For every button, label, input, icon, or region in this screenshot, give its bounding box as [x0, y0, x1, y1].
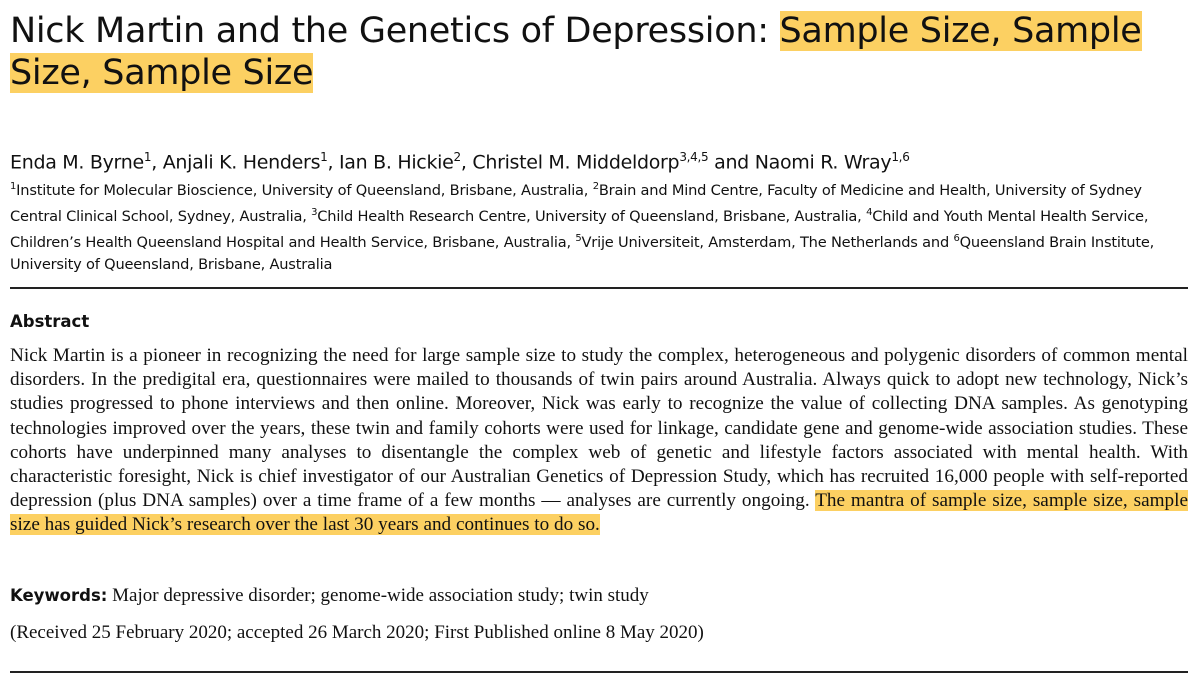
- affiliation-text: Vrije Universiteit, Amsterdam, The Nethe…: [581, 233, 954, 251]
- keywords-text: Major depressive disorder; genome-wide a…: [107, 585, 649, 606]
- author-list: Enda M. Byrne1, Anjali K. Henders1, Ian …: [10, 144, 910, 175]
- affiliation-text: Child and Youth Mental Health Service, C…: [10, 207, 1149, 251]
- keywords: Keywords: Major depressive disorder; gen…: [10, 585, 649, 607]
- author-name: Anjali K. Henders: [162, 151, 321, 174]
- affiliations: 1Institute for Molecular Bioscience, Uni…: [10, 176, 1195, 276]
- author-affiliation-mark: 1,6: [891, 150, 910, 164]
- affiliation-text: Queensland Brain Institute, University o…: [10, 233, 1155, 273]
- author-name: Naomi R. Wray: [754, 151, 892, 174]
- affiliation-number: 2: [592, 181, 599, 192]
- author-name: Ian B. Hickie: [339, 151, 454, 174]
- affiliation-number: 6: [953, 232, 960, 244]
- author-name: Christel M. Middeldorp: [472, 151, 680, 174]
- affiliation-number: 1: [10, 181, 17, 192]
- author-affiliation-mark: 1: [143, 150, 152, 164]
- top-divider: [10, 287, 1188, 289]
- author-affiliation-mark: 2: [453, 150, 462, 164]
- affiliation-text: Institute for Molecular Bioscience, Univ…: [16, 181, 593, 199]
- affiliation-number: 3: [311, 206, 318, 218]
- abstract-text: Nick Martin is a pioneer in recognizing …: [10, 345, 1188, 512]
- author-separator: ,: [327, 151, 339, 174]
- keywords-label: Keywords:: [10, 586, 108, 605]
- affiliation-text: Brain and Mind Centre, Faculty of Medici…: [10, 181, 1142, 225]
- author-separator: and: [708, 151, 755, 174]
- author-affiliation-mark: 3,4,5: [679, 150, 709, 164]
- author-separator: ,: [460, 151, 473, 174]
- article-title: Nick Martin and the Genetics of Depressi…: [10, 10, 1195, 94]
- affiliation-text: Child Health Research Centre, University…: [317, 207, 867, 225]
- author-name: Enda M. Byrne: [10, 151, 144, 174]
- abstract-body: Nick Martin is a pioneer in recognizing …: [10, 344, 1189, 538]
- abstract-heading: Abstract: [10, 312, 90, 331]
- received-dates: (Received 25 February 2020; accepted 26 …: [10, 622, 704, 643]
- bottom-divider: [10, 671, 1188, 673]
- author-separator: ,: [151, 151, 163, 174]
- title-plain: Nick Martin and the Genetics of Depressi…: [10, 11, 780, 51]
- affiliation-number: 4: [866, 206, 873, 218]
- affiliation-number: 5: [575, 232, 582, 244]
- author-affiliation-mark: 1: [320, 150, 328, 164]
